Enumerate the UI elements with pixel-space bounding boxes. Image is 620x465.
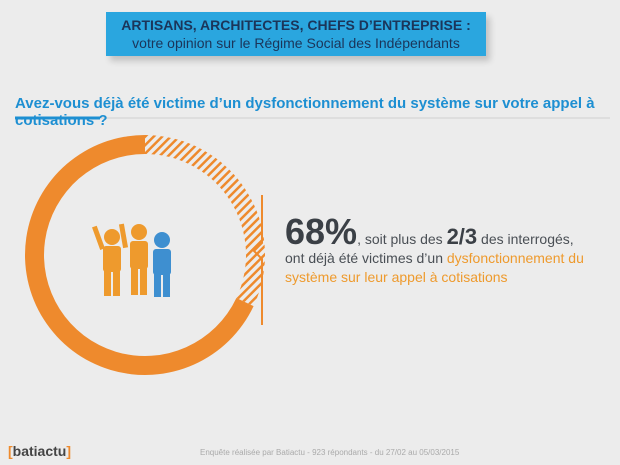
brand-name: batiactu <box>12 443 67 459</box>
header-subtitle: votre opinion sur le Régime Social des I… <box>132 35 460 51</box>
highlight: dysfonctionnement du système sur leur ap… <box>285 250 584 285</box>
text: des interrogés, ont déjà été victimes d’… <box>285 231 574 266</box>
separator <box>252 195 263 325</box>
result-value: 68% <box>285 211 358 252</box>
header-title: ARTISANS, ARCHITECTES, CHEFS D’ENTREPRIS… <box>121 17 471 33</box>
header: ARTISANS, ARCHITECTES, CHEFS D’ENTREPRIS… <box>106 12 486 56</box>
donut <box>25 135 265 376</box>
source: Enquête réalisée par Batiactu - 923 répo… <box>200 448 460 457</box>
brand: [batiactu] <box>8 443 72 459</box>
people-icon <box>92 223 171 297</box>
question: Avez-vous déjà été victime d’un dysfonct… <box>15 95 595 129</box>
text: , soit plus des <box>357 231 447 247</box>
donut-remainder <box>145 135 265 307</box>
result-text: 68%, soit plus des 2/3 des interrogés, o… <box>285 214 585 287</box>
fraction: 2/3 <box>446 224 478 249</box>
